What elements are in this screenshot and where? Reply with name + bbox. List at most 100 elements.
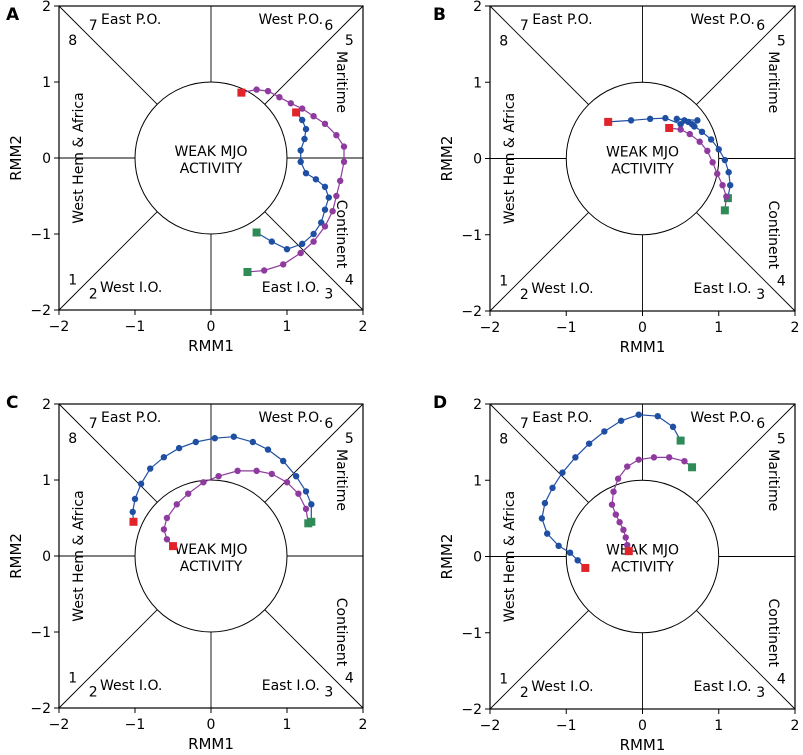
phase-divider-line: [264, 609, 364, 709]
x-tick-label: −2: [480, 718, 501, 734]
data-point-blue: [301, 135, 308, 143]
weak-mjo-label: WEAK MJO: [606, 145, 679, 161]
data-point-blue: [302, 125, 310, 133]
phase-divider-line: [489, 212, 589, 312]
data-point-blue: [715, 146, 722, 153]
data-point-purple: [610, 488, 617, 495]
data-point-purple: [215, 473, 222, 480]
data-point-purple: [333, 132, 340, 139]
x-tick-label: 1: [714, 718, 723, 734]
region-label-east-io: East I.O.: [262, 280, 320, 296]
y-axis-label: RMM2: [7, 533, 25, 579]
data-point-blue: [137, 480, 145, 487]
data-point-blue: [566, 549, 574, 556]
phase-number-1: 1: [499, 274, 508, 290]
data-point-blue: [249, 438, 256, 446]
region-label-maritime: Maritime: [765, 449, 781, 511]
phase-number-2: 2: [520, 685, 529, 701]
data-point-blue: [541, 499, 549, 507]
data-point-purple: [163, 536, 171, 543]
data-point-purple: [665, 454, 673, 461]
y-tick-label: 2: [473, 397, 482, 413]
x-tick-label: 0: [207, 717, 216, 733]
x-tick-label: 0: [638, 718, 647, 734]
phase-divider-line: [264, 403, 364, 503]
data-point-blue: [312, 176, 320, 183]
data-point-purple: [321, 223, 329, 230]
region-label-west-hem-africa: West Hem & Africa: [502, 93, 518, 224]
data-point-purple: [340, 143, 348, 150]
y-tick-label: −1: [30, 625, 51, 641]
x-tick-label: 2: [359, 717, 368, 733]
data-point-blue: [302, 488, 310, 495]
phase-divider-line: [696, 610, 796, 710]
data-point-blue: [175, 444, 183, 452]
weak-activity-circle: [134, 479, 288, 633]
data-point-blue: [585, 440, 593, 447]
data-point-purple: [704, 147, 711, 155]
data-point-blue: [601, 428, 608, 435]
y-axis-label: RMM2: [438, 136, 456, 182]
x-axis-label: RMM1: [620, 338, 666, 356]
weak-activity-circle: [565, 479, 720, 634]
y-tick-label: −2: [461, 702, 482, 718]
data-point-purple: [714, 170, 721, 177]
data-point-blue: [673, 115, 681, 123]
phase-number-1: 1: [68, 273, 77, 289]
phase-number-5: 5: [345, 431, 354, 447]
phase-divider-line: [264, 211, 364, 311]
end-marker-blue: [581, 563, 590, 572]
data-point-purple: [160, 526, 168, 533]
region-label-continent: Continent: [333, 200, 349, 269]
phase-number-2: 2: [89, 286, 98, 302]
data-point-purple: [253, 467, 260, 475]
data-point-blue: [299, 116, 306, 124]
region-label-east-po: East P.O.: [101, 12, 161, 28]
phase-divider-line: [58, 5, 158, 105]
data-point-blue: [726, 181, 734, 189]
phase-number-6: 6: [324, 18, 333, 34]
end-marker-blue: [292, 108, 301, 117]
phase-number-5: 5: [777, 431, 786, 447]
data-point-purple: [283, 479, 291, 486]
region-label-west-po: West P.O.: [690, 12, 754, 28]
phase-number-1: 1: [499, 672, 508, 688]
phase-number-3: 3: [324, 286, 333, 302]
y-axis-label: RMM2: [438, 534, 456, 580]
region-label-maritime: Maritime: [765, 51, 781, 113]
weak-mjo-label: WEAK MJO: [606, 543, 679, 559]
phase-number-3: 3: [756, 685, 765, 701]
data-point-blue: [677, 120, 684, 128]
data-point-purple: [200, 479, 207, 486]
region-label-continent: Continent: [765, 201, 781, 270]
data-point-purple: [624, 541, 631, 549]
y-tick-label: 0: [42, 549, 51, 565]
data-point-purple: [719, 181, 726, 189]
data-point-purple: [624, 463, 631, 470]
data-point-blue: [646, 115, 654, 123]
data-point-blue: [299, 240, 306, 248]
data-point-purple: [185, 490, 192, 497]
phase-number-2: 2: [89, 684, 98, 700]
x-tick-label: −2: [480, 320, 501, 336]
data-point-blue: [268, 238, 275, 245]
phase-divider-line: [696, 403, 796, 503]
data-point-blue: [654, 413, 661, 420]
data-point-purple: [608, 501, 616, 508]
data-point-purple: [614, 475, 622, 482]
data-point-purple: [616, 518, 623, 526]
phase-number-4: 4: [345, 671, 354, 687]
data-point-purple: [696, 138, 703, 145]
x-tick-label: 2: [791, 320, 800, 336]
data-point-blue: [264, 446, 272, 453]
phase-divider-line: [264, 5, 364, 105]
data-point-purple: [261, 267, 268, 274]
data-point-blue: [280, 457, 287, 465]
data-point-purple: [276, 94, 283, 101]
x-tick-label: 0: [638, 320, 647, 336]
region-label-east-po: East P.O.: [532, 410, 592, 426]
data-point-blue: [302, 170, 310, 177]
x-tick-label: −2: [49, 717, 70, 733]
data-point-blue: [627, 117, 635, 124]
